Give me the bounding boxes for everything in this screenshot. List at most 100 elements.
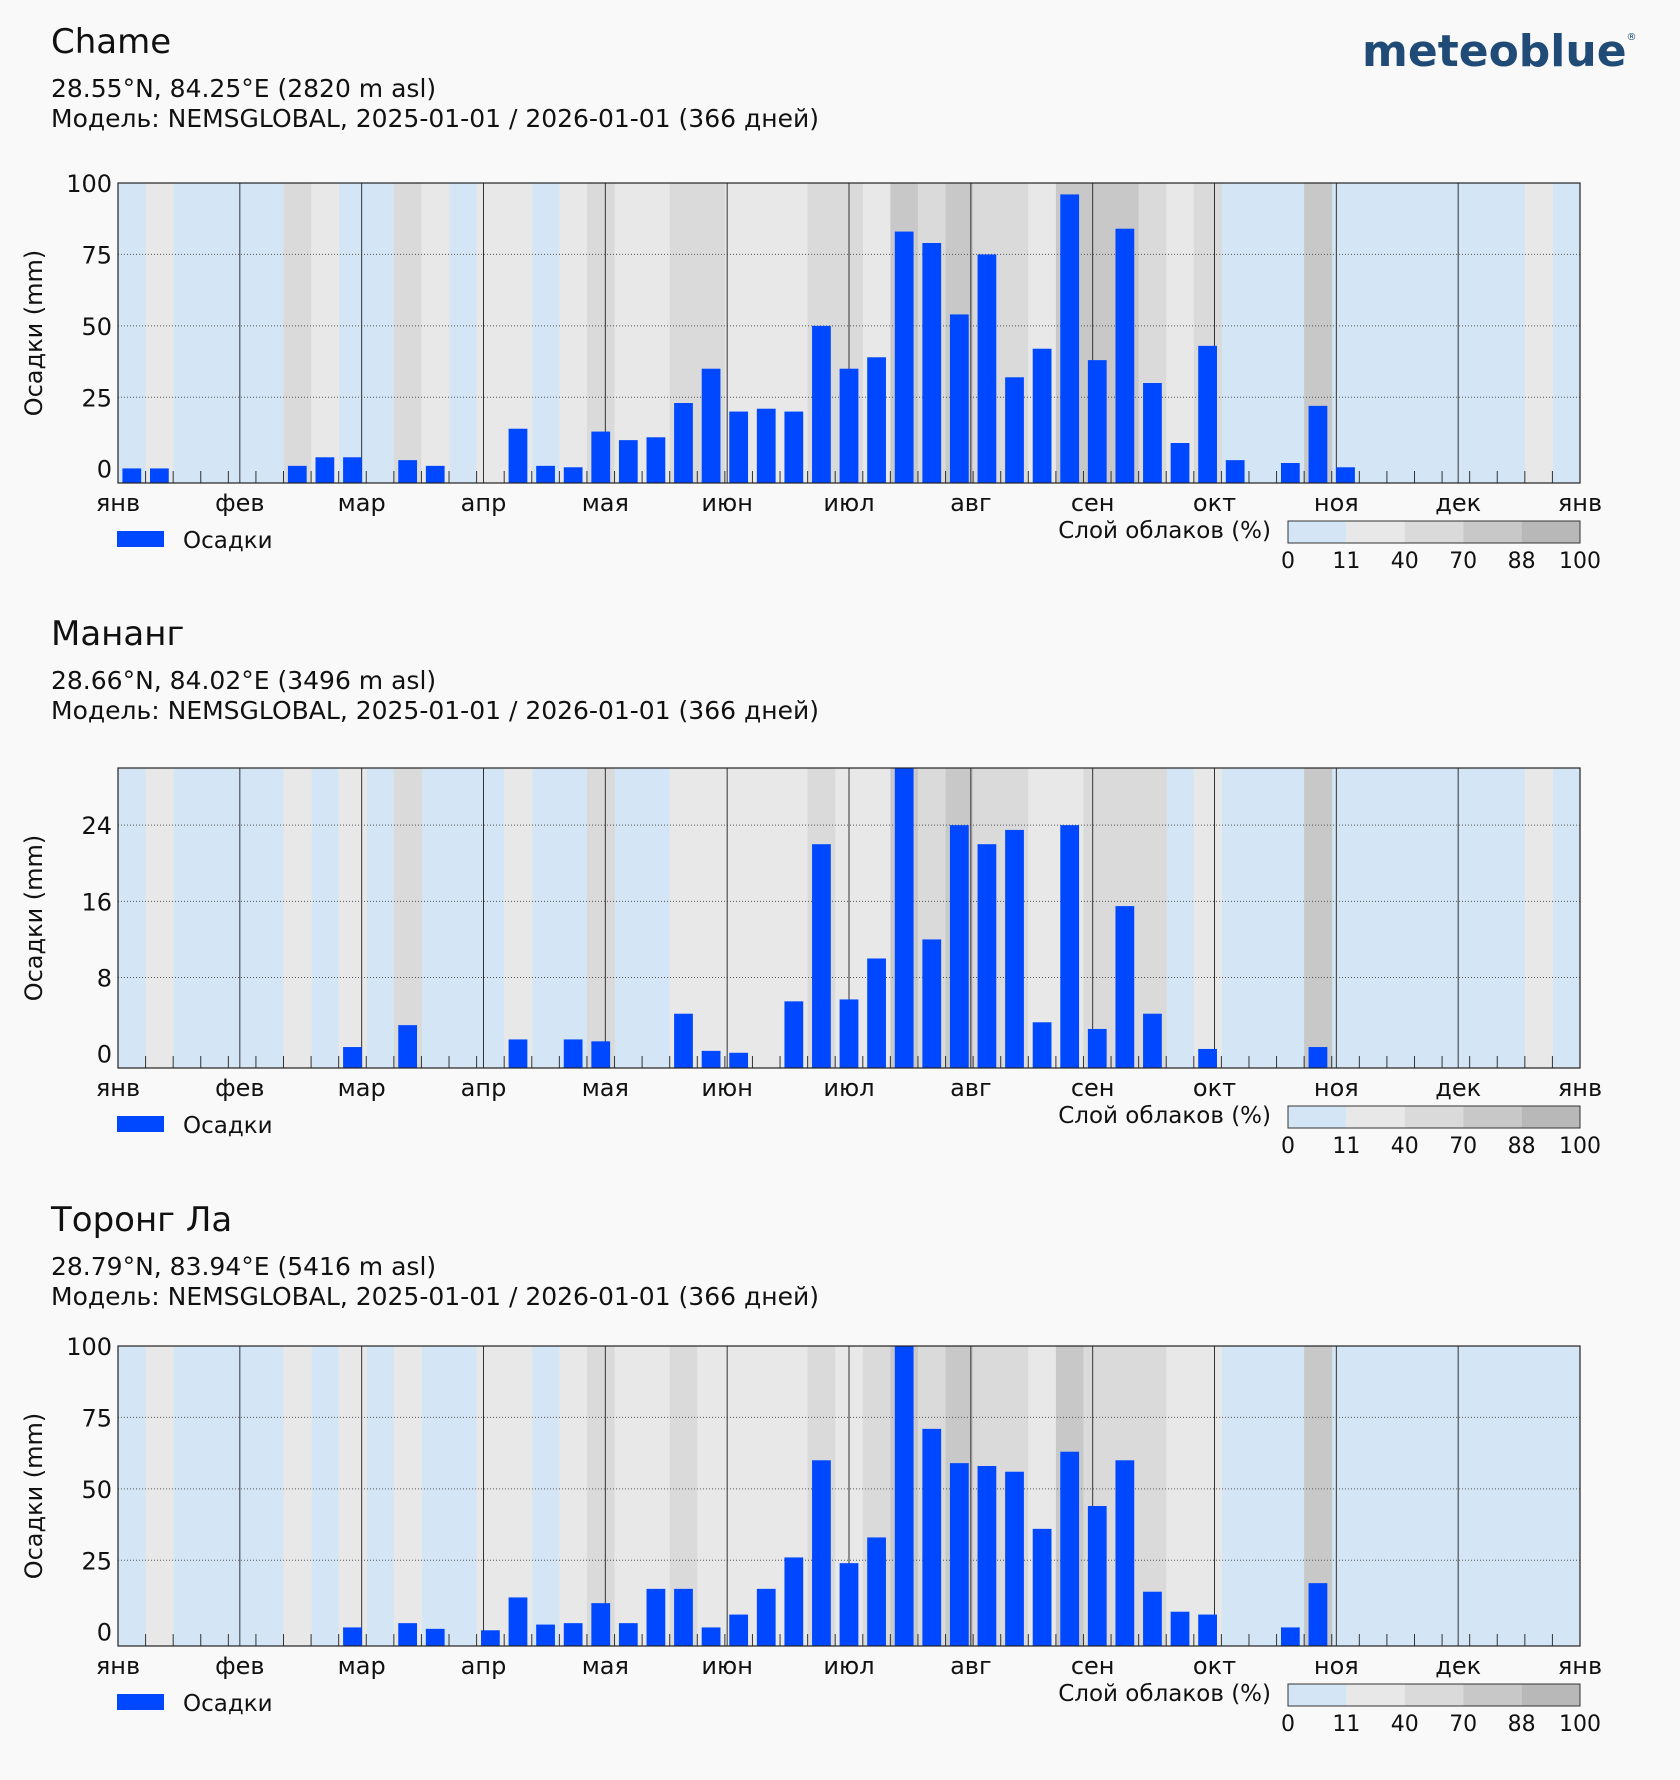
cloud-legend-tick: 100 [1559,1134,1601,1159]
month-label: сен [1071,1652,1115,1680]
precipitation-bar [1115,906,1135,1068]
precipitation-bar [812,1460,831,1646]
cloud-legend-segment [1463,1106,1522,1128]
month-label: ноя [1314,1074,1359,1102]
y-axis-label: Осадки (mm) [20,1413,48,1580]
legend-swatch-precipitation [117,1116,164,1132]
precipitation-bar [563,1623,583,1646]
precipitation-bar [977,844,997,1068]
cloud-legend-tick: 0 [1281,549,1295,574]
precipitation-bar [508,428,528,483]
plot-frame [117,1345,1581,1647]
month-label: окт [1193,1074,1236,1102]
precipitation-bar [1143,1013,1162,1068]
legend-label-precipitation: Осадки [183,1691,273,1717]
y-tick-label: 0 [97,1041,112,1069]
cloud-band [724,768,753,1068]
precipitation-bar [1005,377,1024,483]
precipitation-bar [867,357,886,483]
precipitation-bar [1225,460,1245,483]
precipitation-chart: 0 8 16 24 янв фев мар апр мая июн июл авг сен окт ноя д… [20,767,1602,1159]
cloud-legend-tick: 40 [1391,1712,1419,1737]
precipitation-bar [536,1624,555,1646]
month-label: июл [823,489,874,517]
precipitation-bar [618,440,638,483]
cloud-legend-segment [1346,1106,1405,1128]
precipitation-bar [618,1623,638,1646]
precipitation-bar [398,1623,418,1646]
y-tick-label: 0 [97,456,112,484]
precipitation-bar [536,465,555,483]
cloud-band [1304,768,1333,1068]
cloud-band [1166,183,1195,483]
chart-panel-thorong-la: Торонг Ла 28.79°N, 83.94°E (5416 m asl) … [0,1200,1680,1780]
month-label: апр [461,1074,507,1102]
precipitation-bar [1060,194,1080,483]
cloud-band [1166,1346,1195,1646]
legend-label-precipitation: Осадки [183,1113,273,1139]
month-label: сен [1071,489,1115,517]
precipitation-bar [701,368,721,483]
precipitation-bar [812,844,831,1068]
cloud-legend-segment [1404,1106,1464,1128]
precipitation-bar [977,1466,997,1646]
month-label: июн [701,489,753,517]
month-label: июн [701,1074,753,1102]
precipitation-bar [1060,1451,1080,1646]
month-label: июл [823,1652,874,1680]
precipitation-bar [1280,463,1300,483]
precipitation-bar [1308,1583,1328,1646]
month-label: ноя [1314,1652,1359,1680]
precipitation-bar [343,457,362,483]
month-label: янв [1558,1652,1602,1680]
precipitation-bar [922,1428,942,1646]
cloud-band [642,183,671,483]
precipitation-bar [1198,1614,1217,1646]
precipitation-bar [894,231,914,483]
month-label: мар [338,1074,386,1102]
precipitation-bar [949,314,969,483]
cloud-band [1083,768,1112,1068]
month-label: апр [461,1652,507,1680]
legend-swatch-precipitation [117,1694,164,1710]
cloud-legend-segment [1346,521,1405,543]
cloud-legend-title: Слой облаков (%) [1058,518,1271,544]
cloud-band [283,183,312,483]
location-title: Chame [51,22,172,62]
cloud-legend-tick: 88 [1508,1134,1536,1159]
cloud-band [421,183,450,483]
y-tick-label: 16 [81,888,112,916]
month-label: мая [582,489,629,517]
cloud-legend-tick: 40 [1391,1134,1419,1159]
location-coordinates: 28.79°N, 83.94°E (5416 m asl) [51,1252,437,1281]
cloud-legend-segment [1521,1684,1580,1706]
precipitation-bar [701,1050,721,1068]
model-info: Модель: NEMSGLOBAL, 2025-01-01 / 2026-01… [51,696,819,725]
precipitation-bar [1280,1627,1300,1646]
y-tick-label: 50 [81,1476,112,1504]
precipitation-bar [646,1588,666,1646]
month-label: авг [950,1652,991,1680]
month-label: мая [582,1652,629,1680]
month-label: мар [338,1652,386,1680]
precipitation-bar [1143,1591,1162,1646]
precipitation-bar [784,1001,804,1068]
location-title: Мананг [51,614,185,654]
y-tick-label: 75 [81,241,112,269]
cloud-band [283,1346,312,1646]
cloud-legend-frame [1287,1683,1581,1707]
cloud-band [504,768,533,1068]
month-label: янв [1558,1074,1602,1102]
precipitation-bar [122,468,142,483]
cloud-legend-title: Слой облаков (%) [1058,1103,1271,1129]
precipitation-bar [1005,829,1024,1068]
precipitation-bar [343,1047,362,1068]
legend-swatch-precipitation [117,531,164,547]
meteoblue-logo: meteoblue® [1362,26,1637,77]
y-axis-label: Осадки (mm) [20,250,48,417]
precipitation-bar [674,1013,693,1068]
location-title: Торонг Ла [51,1200,233,1240]
cloud-legend-segment [1463,521,1522,543]
cloud-legend-tick: 11 [1332,549,1360,574]
precipitation-bar [1060,825,1080,1068]
